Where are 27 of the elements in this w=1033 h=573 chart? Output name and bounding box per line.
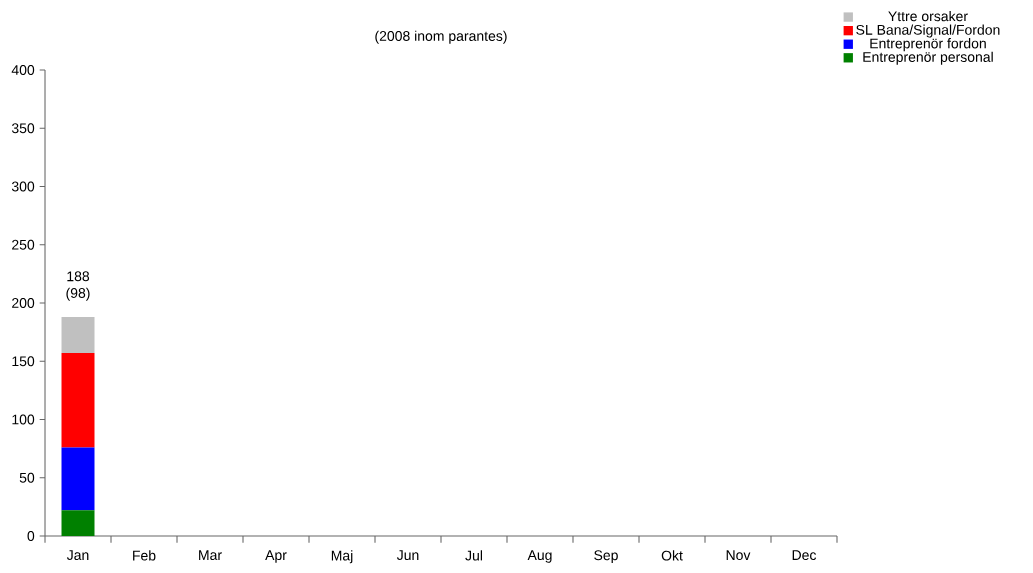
y-tick-label: 300	[11, 181, 35, 192]
total-label: 188 (98)	[66, 271, 90, 301]
text: Yttre orsaker	[888, 10, 968, 22]
y-tick-label: 350	[11, 123, 35, 134]
x-tick-label: Jul	[465, 550, 483, 561]
x-tick-label: Jun	[396, 550, 419, 561]
x-tick-label: Dec	[792, 550, 817, 561]
y-tick-label: 0	[27, 531, 35, 541]
x-tick-label: Nov	[726, 550, 751, 561]
y-tick-label: 250	[12, 239, 35, 250]
chart-title: (2008 inom parantes)	[375, 30, 507, 44]
x-tick-label: Sep	[594, 550, 618, 563]
x-tick-label: Feb	[133, 550, 156, 561]
x-tick-label: Apr	[265, 550, 287, 563]
legend-label: SL Bana/Signal/Fordon	[856, 24, 1000, 38]
x-tick-label: Maj	[331, 550, 353, 564]
legend-label: Entreprenör personal	[863, 51, 993, 65]
y-tick-label: 150	[12, 356, 35, 367]
y-tick-label: 400	[11, 65, 35, 75]
x-tick-label: Jan	[66, 550, 89, 561]
legend-label: Entreprenör fordon	[870, 38, 986, 52]
y-tick-label: 200	[12, 298, 35, 308]
x-tick-label: Mar	[199, 550, 222, 561]
y-tick-label: 100	[12, 414, 35, 425]
x-tick-label: Aug	[527, 550, 552, 563]
y-tick-label: 50	[19, 472, 35, 483]
x-tick-label: Okt	[661, 550, 683, 561]
